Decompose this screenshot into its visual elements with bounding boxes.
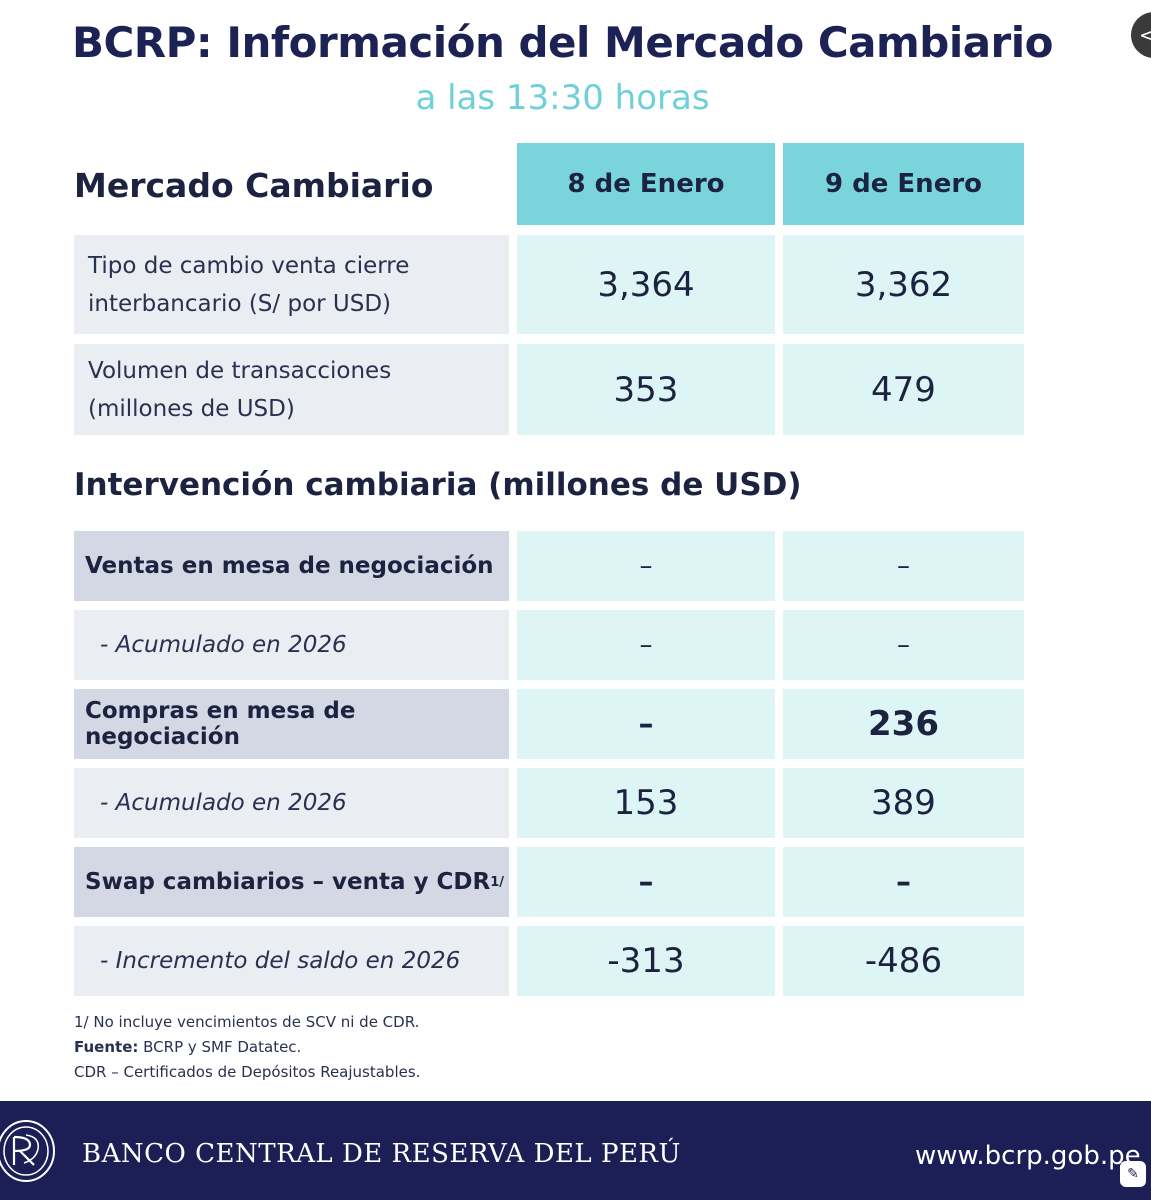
value-sales-jan8: – (517, 531, 775, 601)
value-sales-jan9: – (783, 531, 1024, 601)
page-title: BCRP: Información del Mercado Cambiario (71, 18, 1054, 67)
row-label-text: Swap cambiarios – venta y CDR (85, 869, 491, 895)
source-label: Fuente: (74, 1038, 139, 1056)
value-sales-accumulated-jan8: – (517, 610, 775, 680)
footer-bank-name: BANCO CENTRAL DE RESERVA DEL PERÚ (82, 1139, 681, 1169)
footnote-source: Fuente: BCRP y SMF Datatec. (74, 1035, 420, 1060)
source-text: BCRP y SMF Datatec. (138, 1038, 302, 1056)
row-label-line: Tipo de cambio venta cierre (88, 252, 410, 279)
row-label-exchange-rate: Tipo de cambio venta cierre interbancari… (74, 235, 509, 334)
row-label-line: (millones de USD) (88, 395, 295, 422)
row-label-sales-accumulated: - Acumulado en 2026 (74, 610, 509, 680)
footnote-marker: 1/ (490, 874, 504, 890)
value-swaps-increment-jan8: -313 (517, 926, 775, 996)
value-swaps-increment-jan9: -486 (783, 926, 1024, 996)
value-exchange-rate-jan9: 3,362 (783, 235, 1024, 334)
market-heading: Mercado Cambiario (74, 166, 434, 205)
value-swaps-jan8: – (517, 847, 775, 917)
chevron-left-icon[interactable]: < (1131, 12, 1151, 58)
footer-url-link[interactable]: www.bcrp.gob.pe (915, 1141, 1141, 1171)
value-volume-jan8: 353 (517, 344, 775, 435)
row-label-purchases: Compras en mesa de negociación (74, 689, 509, 759)
row-label-purchases-accumulated: - Acumulado en 2026 (74, 768, 509, 838)
row-label-line: Volumen de transacciones (88, 357, 392, 384)
footnote-cdr: CDR – Certificados de Depósitos Reajusta… (74, 1063, 421, 1081)
footnotes: 1/ No incluye vencimientos de SCV ni de … (74, 1010, 420, 1085)
row-label-swaps-increment: - Incremento del saldo en 2026 (74, 926, 509, 996)
value-volume-jan9: 479 (783, 344, 1024, 435)
value-exchange-rate-jan8: 3,364 (517, 235, 775, 334)
row-label-swaps: Swap cambiarios – venta y CDR 1/ (74, 847, 509, 917)
row-label-volume: Volumen de transacciones (millones de US… (74, 344, 509, 435)
value-swaps-jan9: – (783, 847, 1024, 917)
value-purchases-accumulated-jan9: 389 (783, 768, 1024, 838)
column-header-jan9: 9 de Enero (783, 143, 1024, 225)
bcrp-logo (0, 1120, 55, 1182)
page-subtitle: a las 13:30 horas (415, 78, 710, 118)
intervention-heading: Intervención cambiaria (millones de USD) (74, 467, 802, 503)
value-purchases-accumulated-jan8: 153 (517, 768, 775, 838)
footer: BANCO CENTRAL DE RESERVA DEL PERÚ www.bc… (0, 1101, 1151, 1200)
footnote-1: 1/ No incluye vencimientos de SCV ni de … (74, 1013, 420, 1031)
row-label-line: interbancario (S/ por USD) (88, 290, 392, 317)
value-purchases-jan8: – (517, 689, 775, 759)
value-purchases-jan9: 236 (783, 689, 1024, 759)
edit-icon[interactable]: ✎ (1120, 1161, 1146, 1187)
row-label-sales: Ventas en mesa de negociación (74, 531, 509, 601)
value-sales-accumulated-jan9: – (783, 610, 1024, 680)
column-header-jan8: 8 de Enero (517, 143, 775, 225)
